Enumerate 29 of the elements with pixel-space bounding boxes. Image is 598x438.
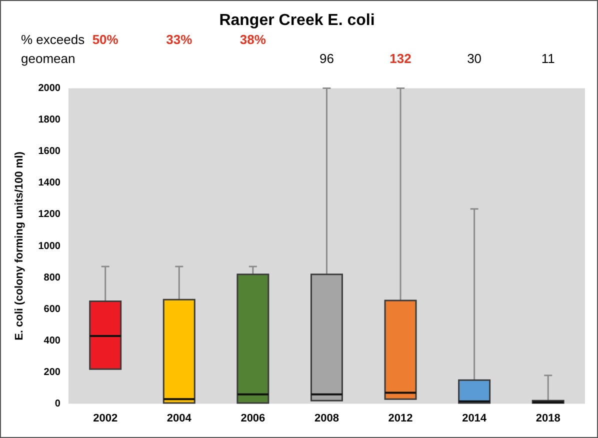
y-tick-label: 1400: [38, 178, 61, 189]
x-tick-label: 2012: [388, 412, 413, 424]
y-tick-label: 1000: [38, 240, 61, 252]
y-tick-label: 1600: [38, 146, 61, 158]
text: 132: [390, 50, 412, 66]
text: 96: [319, 50, 334, 66]
x-tick-label: 2018: [536, 412, 560, 424]
text: 38%: [240, 32, 266, 47]
y-tick-label: 600: [44, 304, 61, 315]
x-tick-label: 2004: [166, 412, 192, 424]
chart-title: Ranger Creek E. coli: [219, 12, 375, 30]
y-tick-label: 2000: [38, 82, 61, 94]
x-tick-label: 2002: [93, 412, 118, 424]
x-tick-label: 2006: [240, 412, 266, 424]
y-axis-title: E. coli (colony forming units/100 ml): [14, 151, 26, 340]
y-tick-label: 1200: [38, 209, 61, 220]
text: 11: [541, 50, 555, 66]
y-tick-label: 0: [54, 398, 61, 410]
text: geomean: [21, 50, 76, 66]
y-tick-label: 400: [44, 335, 61, 346]
text: 33%: [166, 32, 193, 47]
y-tick-label: 200: [44, 366, 61, 378]
text: 30: [467, 50, 482, 66]
y-tick-label: 800: [44, 272, 61, 284]
x-tick-label: 2014: [462, 412, 488, 424]
text: 50%: [92, 32, 119, 47]
x-tick-label: 2008: [314, 412, 339, 424]
y-tick-label: 1800: [38, 114, 61, 126]
text: % exceeds: [21, 32, 86, 47]
